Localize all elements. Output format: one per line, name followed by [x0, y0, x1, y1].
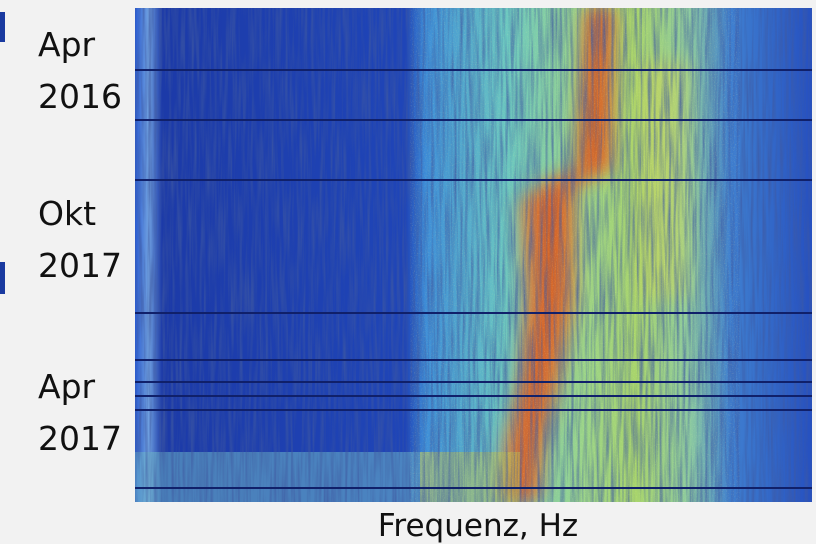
- y-label-year: 2017: [38, 419, 122, 458]
- y-label-year: 2017: [38, 246, 122, 285]
- y-label-month: Apr: [38, 367, 96, 406]
- y-label-month: Apr: [38, 25, 96, 64]
- y-label-year: 2016: [38, 77, 122, 116]
- y-label-month: Okt: [38, 194, 96, 233]
- edge-mark: [0, 12, 5, 42]
- edge-mark: [0, 262, 5, 294]
- x-axis-label: Frequenz, Hz: [378, 508, 578, 544]
- spectrogram: [135, 8, 812, 502]
